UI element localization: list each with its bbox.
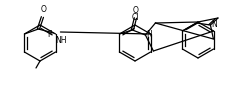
Text: Cl: Cl [131,13,139,22]
Text: NH: NH [55,36,67,45]
Text: N: N [211,20,217,29]
Text: O: O [41,5,46,14]
Text: O: O [132,6,138,15]
Text: F: F [47,30,52,39]
Text: N: N [146,30,152,39]
